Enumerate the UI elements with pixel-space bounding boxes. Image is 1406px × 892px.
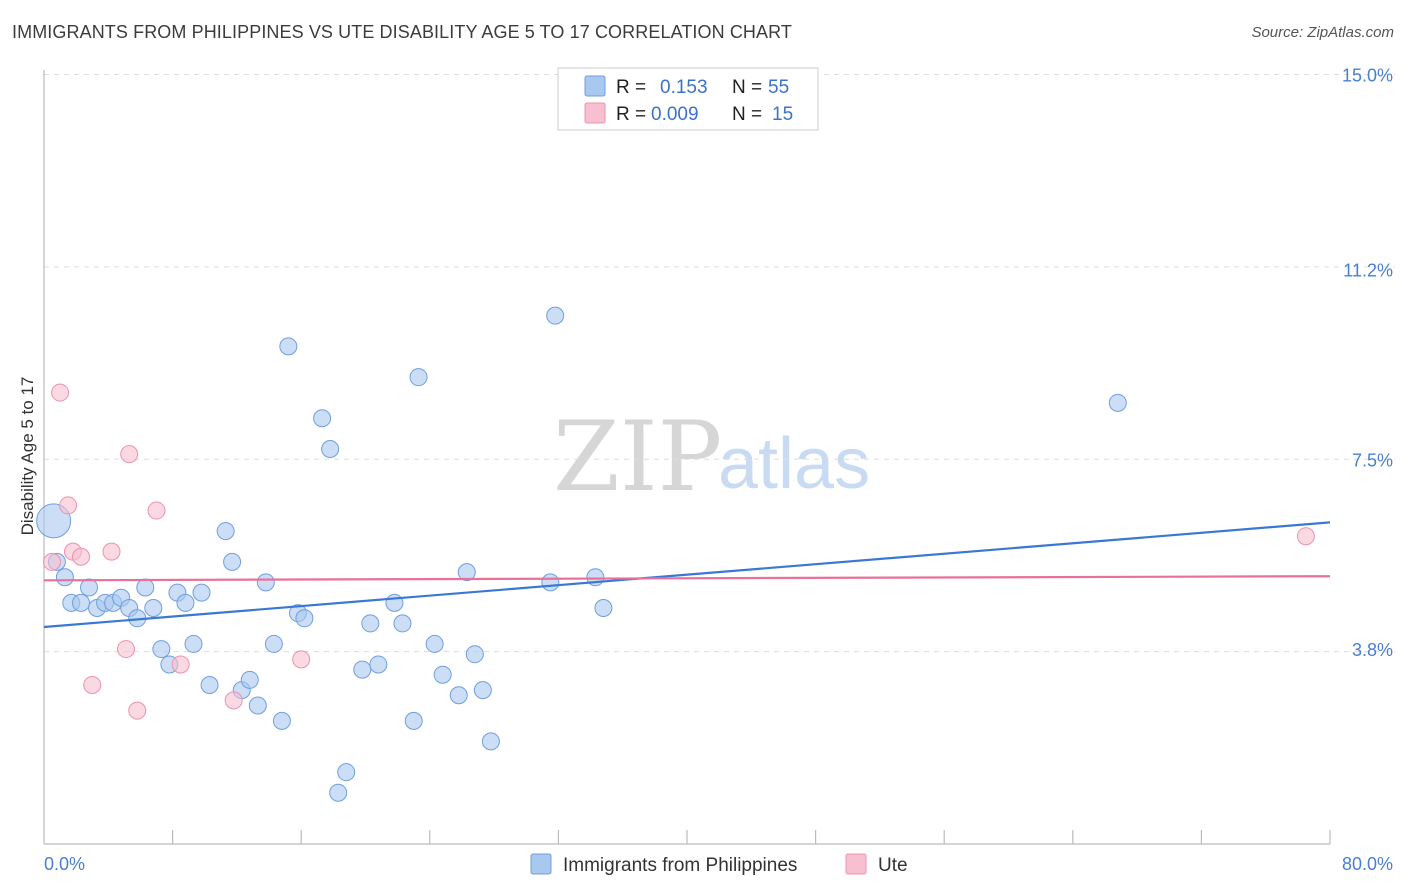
stats-legend: R = 0.153 N = 55 R = 0.009 N = 15 [557,67,819,131]
philippines-point-41 [404,711,423,730]
data-points [36,306,1315,802]
ute-point-9 [128,701,147,720]
philippines-point-14 [152,640,171,659]
philippines-point-18 [184,634,203,653]
source-attribution: Source: ZipAtlas.com [1251,24,1394,41]
y-axis-tick-labels: 15.0% 11.2% 7.5% 3.8% [1342,66,1393,661]
philippines-point-34 [329,783,348,802]
philippines-point-48 [473,681,492,700]
philippines-point-43 [425,634,444,653]
philippines-point-44 [433,665,452,684]
stats-legend-n-label-philippines: N = [732,77,762,98]
philippines-point-42 [409,368,428,387]
philippines-point-4 [71,593,90,612]
chart-title: IMMIGRANTS FROM PHILIPPINES VS UTE DISAB… [12,22,793,42]
philippines-point-24 [240,670,259,689]
philippines-point-40 [393,614,412,633]
y-tick-label-1: 11.2% [1343,260,1393,280]
ute-point-13 [292,650,311,669]
y-tick-label-0: 15.0% [1342,66,1393,86]
philippines-point-31 [295,609,314,628]
philippines-point-21 [216,522,235,541]
series-legend-swatch-ute [845,853,867,875]
philippines-point-5 [80,578,99,597]
philippines-point-25 [248,696,267,715]
ute-point-8 [120,445,139,464]
trend-lines [43,521,1331,629]
series-legend-label-philippines: Immigrants from Philippines [563,855,797,876]
stats-legend-r-label-ute: R = [616,104,646,125]
philippines-point-49 [481,732,500,751]
stats-legend-n-value-philippines: 55 [768,77,789,98]
philippines-point-33 [321,440,340,458]
stats-legend-n-value-ute: 15 [772,104,793,125]
philippines-point-45 [449,686,468,705]
x-tick-label-0: 0.0% [44,854,85,874]
philippines-trend-line [43,521,1331,629]
stats-legend-r-label-philippines: R = [616,77,646,98]
ute-point-1 [51,383,70,402]
philippines-point-20 [200,675,219,694]
watermark-atlas: atlas [718,424,870,504]
watermark-zip: ZIP [553,401,722,513]
philippines-point-12 [136,578,155,597]
series-legend: Immigrants from Philippines Ute [530,853,908,876]
philippines-point-50 [541,573,560,592]
ute-trend-line [43,575,1331,582]
series-legend-swatch-philippines [530,853,552,875]
philippines-point-32 [313,409,332,428]
ute-point-12 [224,691,243,710]
philippines-point-51 [546,306,565,325]
philippines-point-22 [223,552,242,571]
philippines-point-13 [144,599,163,618]
philippines-point-0 [36,503,72,539]
stats-legend-swatch-philippines [584,75,606,97]
philippines-point-27 [264,634,283,653]
watermark: ZIP atlas [553,401,870,513]
y-axis-title: Disability Age 5 to 17 [18,377,37,536]
stats-legend-r-value-ute: 0.009 [651,104,699,125]
philippines-point-53 [594,599,613,618]
ute-point-11 [171,655,190,674]
stats-legend-n-label-ute: N = [732,104,762,125]
philippines-point-36 [353,660,372,679]
philippines-point-47 [465,645,484,664]
stats-legend-r-value-philippines: 0.153 [660,77,708,98]
philippines-point-46 [457,563,476,582]
ute-point-4 [71,547,90,566]
philippines-point-29 [279,337,298,356]
philippines-point-54 [1108,393,1127,412]
x-tick-label-1: 80.0% [1342,854,1393,874]
x-axis-ticks [172,830,1331,844]
philippines-point-17 [176,593,195,612]
y-tick-label-3: 3.8% [1352,640,1393,660]
philippines-point-37 [361,614,380,633]
gridlines [44,74,1395,653]
series-legend-label-ute: Ute [878,855,908,876]
ute-point-6 [102,542,121,561]
philippines-point-26 [256,573,275,592]
ute-point-14 [1296,527,1315,546]
stats-legend-swatch-ute [584,102,606,124]
ute-point-2 [59,496,78,515]
philippines-point-19 [192,583,211,602]
ute-point-5 [83,675,102,694]
ute-point-10 [147,501,166,520]
y-tick-label-2: 7.5% [1352,450,1393,470]
philippines-point-28 [272,711,291,730]
ute-point-7 [116,640,135,659]
philippines-point-2 [55,568,74,587]
ute-point-0 [43,552,62,571]
philippines-point-35 [337,763,356,782]
philippines-point-38 [369,655,388,674]
x-axis-tick-labels: 0.0% 80.0% [44,854,1393,874]
